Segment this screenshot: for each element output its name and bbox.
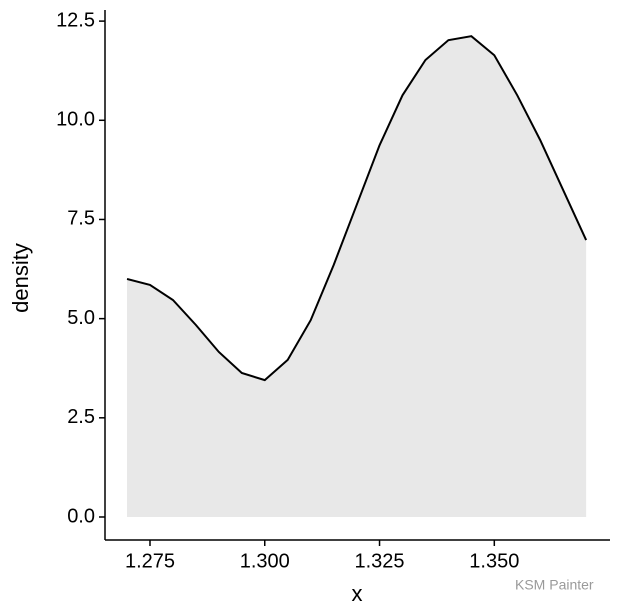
x-tick-label: 1.275 (125, 550, 175, 572)
y-tick-label: 7.5 (67, 208, 95, 230)
y-tick-label: 5.0 (67, 307, 95, 329)
x-tick-label: 1.350 (469, 550, 519, 572)
y-tick-label: 10.0 (56, 109, 95, 131)
x-tick-label: 1.325 (355, 550, 405, 572)
y-axis-title: density (8, 243, 33, 313)
y-tick-label: 0.0 (67, 505, 95, 527)
y-tick-label: 12.5 (56, 9, 95, 31)
density-area (127, 36, 587, 517)
density-line (126, 35, 588, 382)
y-tick-label: 2.5 (67, 406, 95, 428)
x-axis-title: x (352, 581, 363, 606)
x-tick-label: 1.300 (240, 550, 290, 572)
watermark: KSM Painter (515, 577, 594, 593)
